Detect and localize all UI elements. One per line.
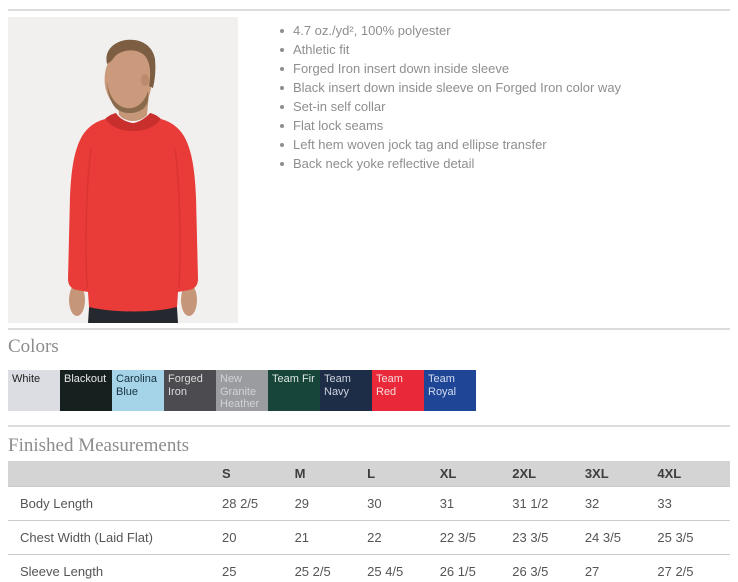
measurement-value: 31 bbox=[439, 485, 513, 520]
measurement-value: 33 bbox=[657, 485, 730, 520]
measurement-value: 30 bbox=[367, 485, 440, 520]
top-divider bbox=[8, 9, 730, 11]
feature-list: 4.7 oz./yd², 100% polyester Athletic fit… bbox=[278, 17, 621, 323]
measurement-value: 27 2/5 bbox=[657, 553, 730, 582]
measurement-value: 32 bbox=[584, 485, 658, 520]
feature-item: Set-in self collar bbox=[278, 97, 621, 116]
size-header-3xl: 3XL bbox=[584, 461, 658, 486]
color-swatch-forged-iron[interactable]: Forged Iron bbox=[164, 370, 216, 411]
feature-text: Flat lock seams bbox=[293, 118, 384, 133]
feature-item: Athletic fit bbox=[278, 40, 621, 59]
feature-item: Back neck yoke reflective detail bbox=[278, 154, 621, 173]
measurement-label: Body Length bbox=[8, 485, 222, 520]
measurement-value: 21 bbox=[294, 519, 368, 554]
measurement-value: 31 1/2 bbox=[512, 485, 585, 520]
color-swatch-team-fir[interactable]: Team Fir bbox=[268, 370, 320, 411]
measurement-label: Chest Width (Laid Flat) bbox=[8, 519, 222, 554]
color-swatch-team-royal[interactable]: Team Royal bbox=[424, 370, 476, 411]
measurement-value: 25 2/5 bbox=[294, 553, 368, 582]
color-swatch-white[interactable]: White bbox=[8, 370, 60, 411]
color-swatch-blackout[interactable]: Blackout bbox=[60, 370, 112, 411]
measurement-value: 25 4/5 bbox=[367, 553, 440, 582]
measurement-value: 29 bbox=[294, 485, 368, 520]
colors-heading: Colors bbox=[8, 336, 59, 357]
feature-item: Forged Iron insert down inside sleeve bbox=[278, 59, 621, 78]
product-photo bbox=[8, 17, 238, 323]
measurements-table: S M L XL 2XL 3XL 4XL Body Length 28 2/5 … bbox=[8, 461, 730, 582]
size-header-s: S bbox=[222, 461, 295, 486]
measurement-value: 25 3/5 bbox=[657, 519, 730, 554]
feature-item: Black insert down inside sleeve on Forge… bbox=[278, 78, 621, 97]
table-row-sleeve-length: Sleeve Length 25 25 2/5 25 4/5 26 1/5 26… bbox=[8, 553, 730, 582]
measurement-value: 20 bbox=[222, 519, 295, 554]
model-illustration bbox=[8, 17, 238, 323]
product-section: 4.7 oz./yd², 100% polyester Athletic fit… bbox=[8, 17, 730, 323]
feature-item: Flat lock seams bbox=[278, 116, 621, 135]
size-header-4xl: 4XL bbox=[657, 461, 730, 486]
measurement-value: 26 1/5 bbox=[439, 553, 513, 582]
size-header-2xl: 2XL bbox=[512, 461, 585, 486]
color-swatch-new-granite-heather[interactable]: New Granite Heather bbox=[216, 370, 268, 411]
color-swatch-team-red[interactable]: Team Red bbox=[372, 370, 424, 411]
size-header-xl: XL bbox=[439, 461, 513, 486]
measurement-value: 22 3/5 bbox=[439, 519, 513, 554]
feature-text: 4.7 oz./yd², 100% polyester bbox=[293, 23, 451, 38]
measurement-value: 25 bbox=[222, 553, 295, 582]
size-header-empty bbox=[8, 461, 222, 486]
size-header-m: M bbox=[294, 461, 368, 486]
measurement-value: 24 3/5 bbox=[584, 519, 658, 554]
feature-item: 4.7 oz./yd², 100% polyester bbox=[278, 21, 621, 40]
measurement-value: 26 3/5 bbox=[512, 553, 585, 582]
feature-text: Left hem woven jock tag and ellipse tran… bbox=[293, 137, 547, 152]
measurement-value: 23 3/5 bbox=[512, 519, 585, 554]
table-header-row: S M L XL 2XL 3XL 4XL bbox=[8, 461, 730, 486]
color-swatch-row: White Blackout Carolina Blue Forged Iron… bbox=[8, 370, 730, 411]
color-swatch-carolina-blue[interactable]: Carolina Blue bbox=[112, 370, 164, 411]
measurement-value: 22 bbox=[367, 519, 440, 554]
table-row-chest-width: Chest Width (Laid Flat) 20 21 22 22 3/5 … bbox=[8, 519, 730, 554]
feature-text: Back neck yoke reflective detail bbox=[293, 156, 475, 171]
measurement-value: 28 2/5 bbox=[222, 485, 295, 520]
measurement-value: 27 bbox=[584, 553, 658, 582]
measurement-label: Sleeve Length bbox=[8, 553, 222, 582]
color-swatch-team-navy[interactable]: Team Navy bbox=[320, 370, 372, 411]
feature-text: Set-in self collar bbox=[293, 99, 386, 114]
colors-divider bbox=[8, 328, 730, 330]
measurements-heading: Finished Measurements bbox=[8, 435, 190, 456]
feature-text: Athletic fit bbox=[293, 42, 350, 57]
table-row-body-length: Body Length 28 2/5 29 30 31 31 1/2 32 33 bbox=[8, 485, 730, 520]
feature-item: Left hem woven jock tag and ellipse tran… bbox=[278, 135, 621, 154]
size-header-l: L bbox=[367, 461, 440, 486]
measurements-divider bbox=[8, 425, 730, 427]
feature-text: Black insert down inside sleeve on Forge… bbox=[293, 80, 622, 95]
feature-text: Forged Iron insert down inside sleeve bbox=[293, 61, 510, 76]
